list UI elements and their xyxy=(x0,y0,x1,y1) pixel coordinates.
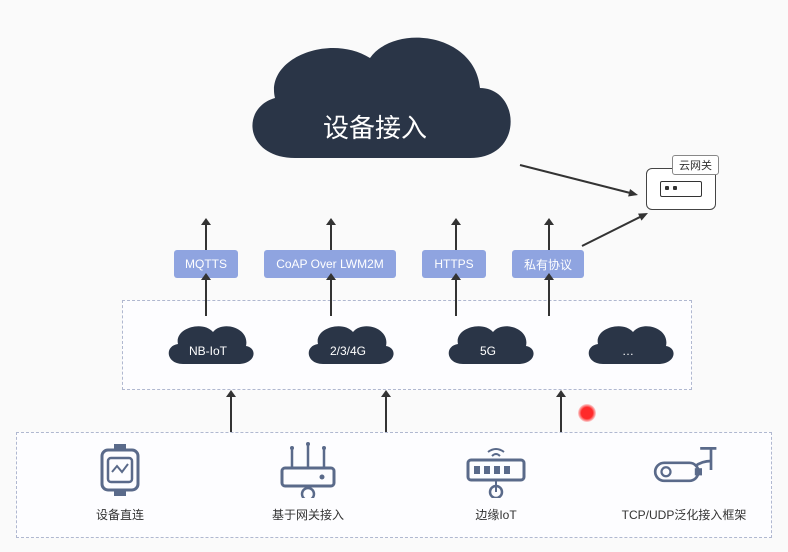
device-camera: TCP/UDP泛化接入框架 xyxy=(594,444,774,523)
arrow-v-5 xyxy=(330,279,332,316)
cursor-dot xyxy=(578,404,596,422)
network-cloud-1: 2/3/4G xyxy=(298,314,398,374)
network-cloud-0: NB-IoT xyxy=(158,314,258,374)
watch-icon xyxy=(84,444,156,496)
arrow-v-7 xyxy=(548,279,550,316)
arrow-v-2 xyxy=(455,224,457,250)
arrow-v-10 xyxy=(560,396,562,432)
device-label: TCP/UDP泛化接入框架 xyxy=(594,506,774,523)
arrow-v-4 xyxy=(205,279,207,316)
diagram-canvas: 设备接入 云网关 MQTTSCoAP Over LWM2MHTTPS私有协议 N… xyxy=(0,0,788,552)
device-label: 边缘IoT xyxy=(406,506,586,523)
arrow-v-1 xyxy=(330,224,332,250)
device-watch: 设备直连 xyxy=(30,444,210,523)
arrow-v-3 xyxy=(548,224,550,250)
network-cloud-3: … xyxy=(578,314,678,374)
cloud-gateway-label: 云网关 xyxy=(672,155,719,175)
arrow-d-0 xyxy=(512,157,646,208)
arrow-d-1 xyxy=(574,205,656,259)
camera-icon xyxy=(648,444,720,496)
main-cloud-label: 设备接入 xyxy=(220,108,530,145)
gateway-device-icon xyxy=(660,181,702,197)
arrow-v-6 xyxy=(455,279,457,316)
device-label: 设备直连 xyxy=(30,506,210,523)
router-icon xyxy=(272,444,344,496)
arrow-v-9 xyxy=(385,396,387,432)
main-cloud: 设备接入 xyxy=(220,8,530,198)
device-router: 基于网关接入 xyxy=(218,444,398,523)
network-cloud-2: 5G xyxy=(438,314,538,374)
device-modem: 边缘IoT xyxy=(406,444,586,523)
arrow-v-0 xyxy=(205,224,207,250)
arrow-v-8 xyxy=(230,396,232,432)
modem-icon xyxy=(460,444,532,496)
cloud-gateway-box: 云网关 xyxy=(646,168,716,210)
device-label: 基于网关接入 xyxy=(218,506,398,523)
